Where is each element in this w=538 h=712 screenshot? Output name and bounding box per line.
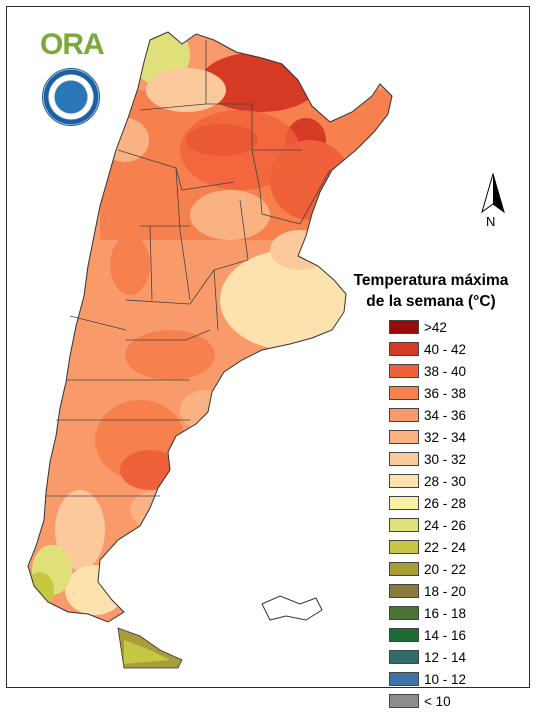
legend-item: 22 - 24 (389, 536, 466, 558)
legend-item: 16 - 18 (389, 602, 466, 624)
legend-item: 20 - 22 (389, 558, 466, 580)
legend-swatch (389, 672, 419, 686)
malvinas-islands (261, 595, 323, 621)
legend-label: 14 - 16 (424, 627, 467, 643)
legend-label: 22 - 24 (424, 539, 467, 555)
legend-item: 38 - 40 (389, 360, 466, 382)
legend-swatch (389, 320, 419, 334)
legend-item: < 10 (389, 690, 466, 712)
legend-label: 12 - 14 (424, 649, 467, 665)
legend-item: 18 - 20 (389, 580, 466, 602)
legend-label: >42 (424, 319, 447, 335)
legend-label: 10 - 12 (424, 671, 467, 687)
legend-label: 16 - 18 (424, 605, 467, 621)
legend-label: 26 - 28 (424, 495, 467, 511)
legend-item: 30 - 32 (389, 448, 466, 470)
legend-label: 32 - 34 (424, 429, 467, 445)
legend-item: 32 - 34 (389, 426, 466, 448)
legend-swatch (389, 562, 419, 576)
legend-title-line2: de la semana (°C) (366, 293, 496, 310)
legend-label: 18 - 20 (424, 583, 467, 599)
legend-label: 34 - 36 (424, 407, 467, 423)
argentina-temperature-map (27, 31, 393, 669)
legend-swatch (389, 452, 419, 466)
legend-item: 10 - 12 (389, 668, 466, 690)
legend: >42 40 - 42 38 - 40 36 - 38 34 - 36 32 - 34 30… (389, 316, 466, 712)
legend-swatch (389, 364, 419, 378)
legend-swatch (389, 386, 419, 400)
legend-swatch (389, 342, 419, 356)
north-label: N (486, 214, 496, 229)
legend-swatch (389, 606, 419, 620)
legend-swatch (389, 408, 419, 422)
ora-logo: ORA (40, 28, 105, 61)
legend-label: 30 - 32 (424, 451, 467, 467)
legend-item: 14 - 16 (389, 624, 466, 646)
legend-swatch (389, 474, 419, 488)
legend-swatch (389, 540, 419, 554)
legend-swatch (389, 518, 419, 532)
legend-item: 24 - 26 (389, 514, 466, 536)
legend-label: 24 - 26 (424, 517, 467, 533)
legend-label: 20 - 22 (424, 561, 467, 577)
legend-title-line1: Temperatura máxima (353, 272, 509, 289)
legend-item: 40 - 42 (389, 338, 466, 360)
legend-label: 40 - 42 (424, 341, 467, 357)
legend-swatch (389, 584, 419, 598)
legend-item: 12 - 14 (389, 646, 466, 668)
legend-item: 26 - 28 (389, 492, 466, 514)
province-boundaries (46, 40, 331, 497)
smn-seal-icon (42, 68, 100, 126)
country-outline (27, 31, 393, 623)
legend-swatch (389, 496, 419, 510)
legend-swatch (389, 430, 419, 444)
legend-item: 28 - 30 (389, 470, 466, 492)
legend-title: Temperatura máxima de la semana (°C) (338, 270, 524, 312)
legend-label: 28 - 30 (424, 473, 467, 489)
legend-label: 38 - 40 (424, 363, 467, 379)
legend-swatch (389, 628, 419, 642)
north-arrow-icon (481, 172, 505, 214)
legend-swatch (389, 650, 419, 664)
legend-swatch (389, 694, 419, 708)
legend-item: 36 - 38 (389, 382, 466, 404)
legend-item: 34 - 36 (389, 404, 466, 426)
legend-item: >42 (389, 316, 466, 338)
legend-label: 36 - 38 (424, 385, 467, 401)
